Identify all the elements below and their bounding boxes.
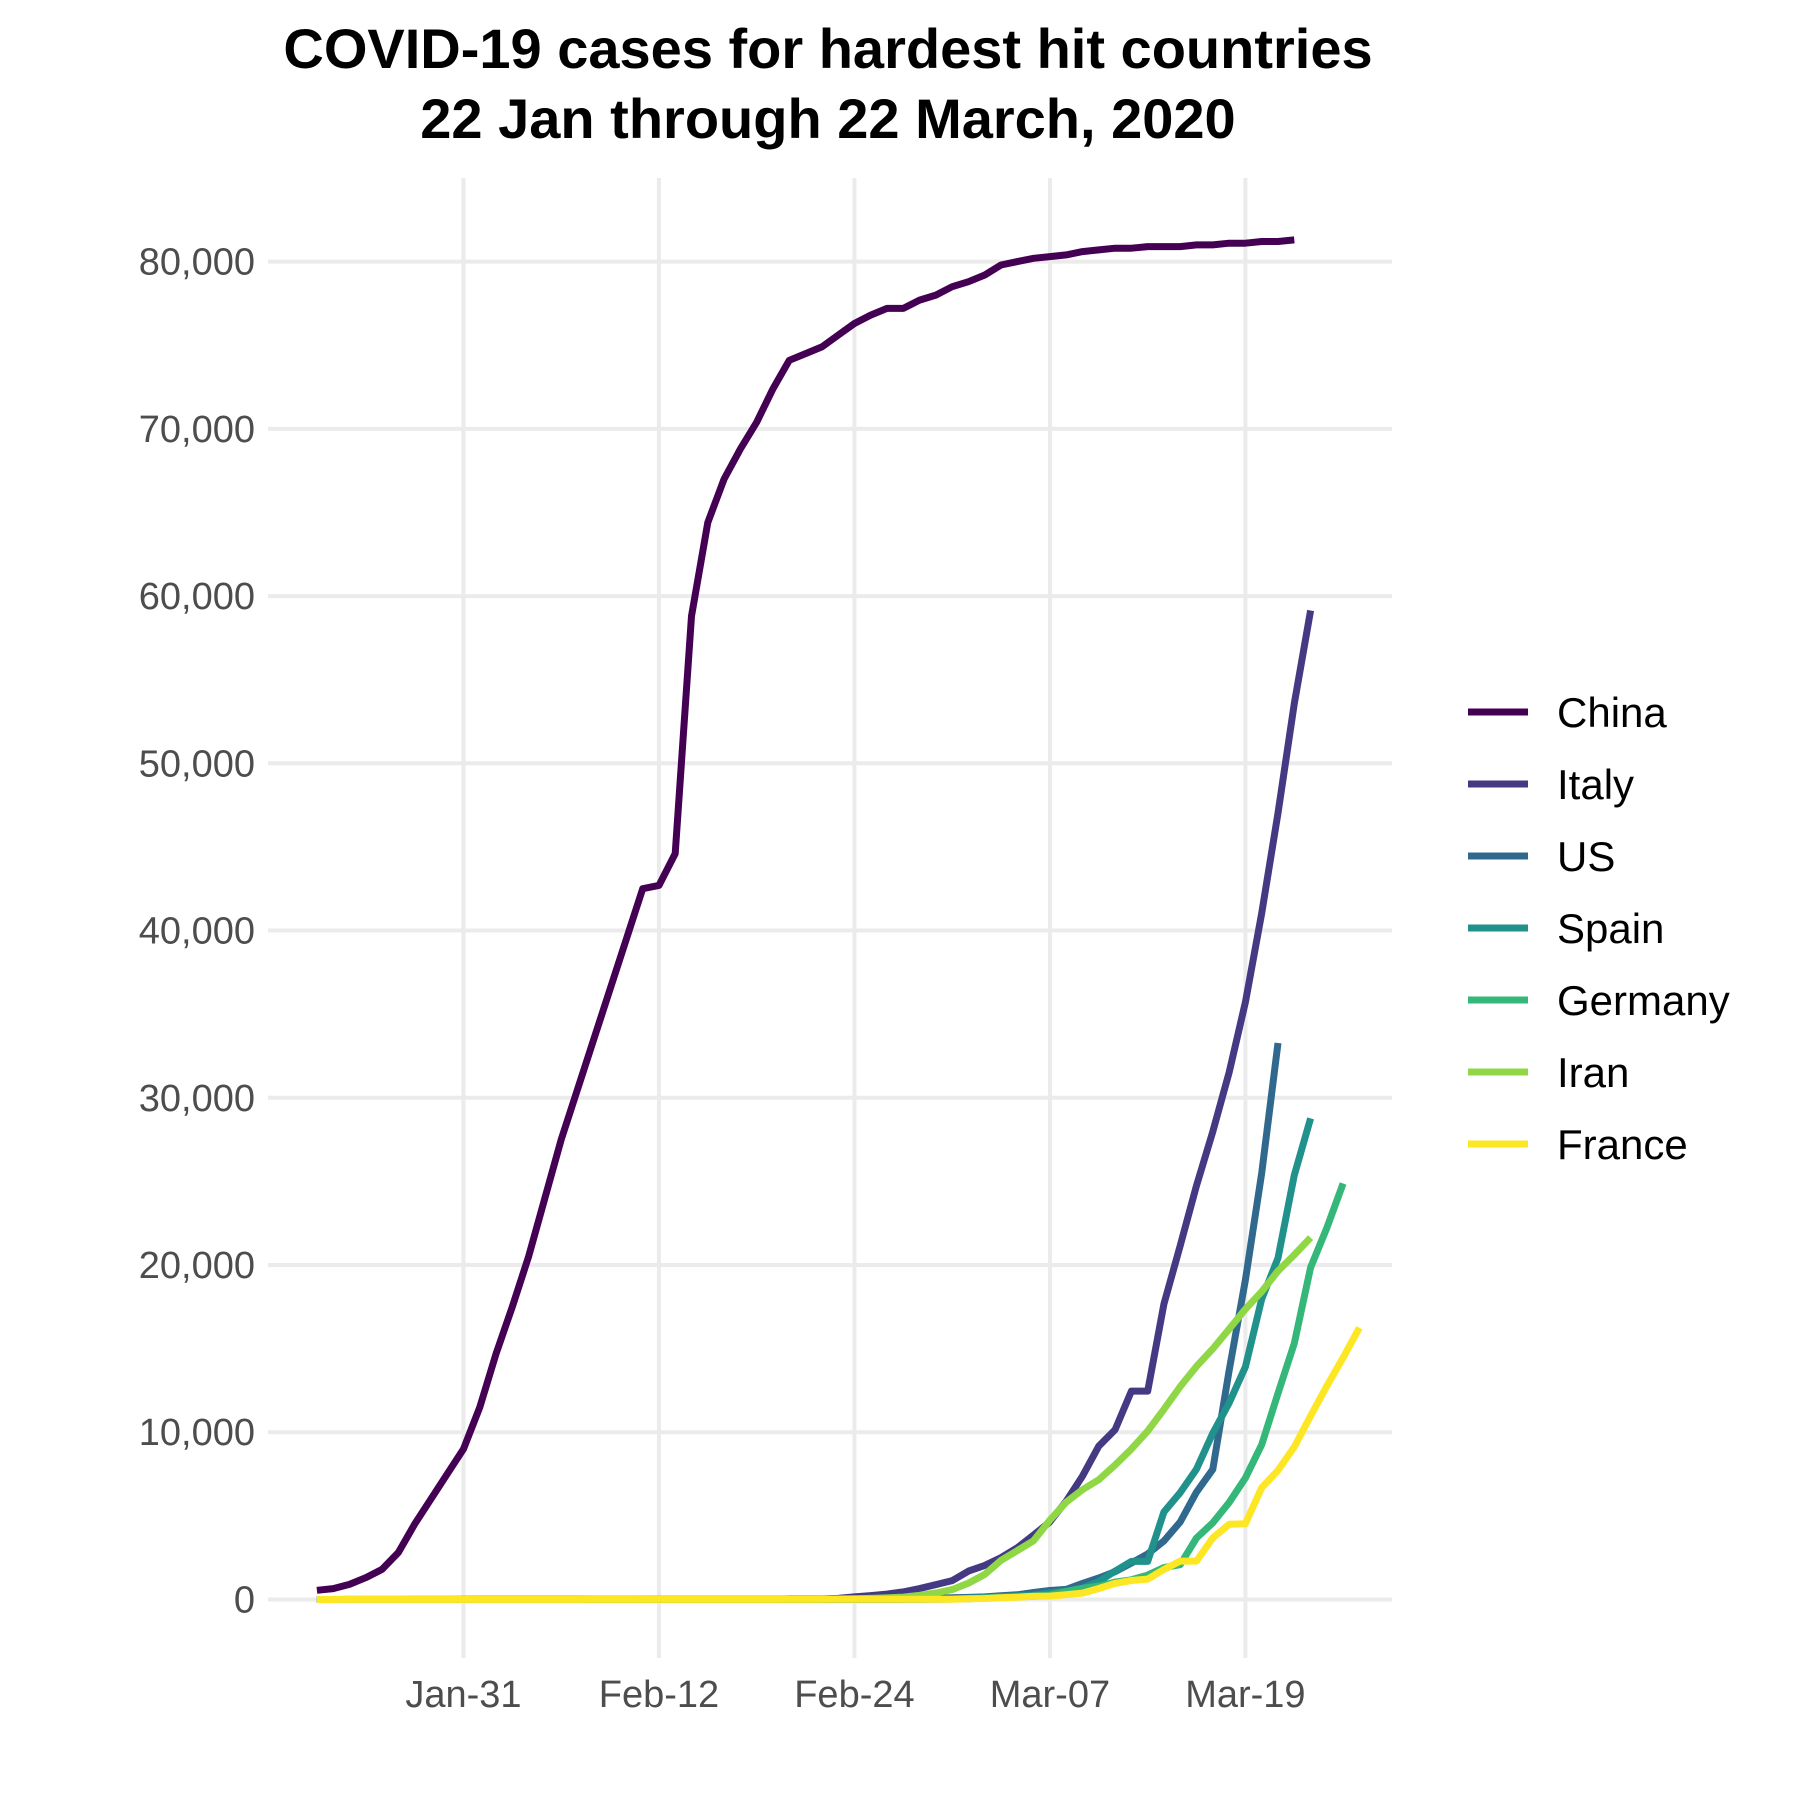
legend: China Italy US Spain Germany Iran France: [1468, 689, 1730, 1168]
legend-label: Spain: [1557, 905, 1664, 952]
y-tick-label: 50,000: [139, 743, 255, 785]
y-tick-label: 20,000: [139, 1245, 255, 1287]
series-line-spain: [316, 1117, 1314, 1603]
series-line-china: [316, 236, 1295, 1594]
chart-subtitle: 22 Jan through 22 March, 2020: [420, 87, 1235, 150]
y-tick-label: 10,000: [139, 1412, 255, 1454]
x-tick-label: Feb-24: [794, 1674, 914, 1716]
x-tick-label: Feb-12: [599, 1674, 719, 1716]
axis-layer: 0 10,000 20,000 30,000 40,000 50,000 60,000 70,…: [139, 242, 1306, 1716]
y-tick-label: 60,000: [139, 576, 255, 618]
legend-label: Italy: [1557, 761, 1634, 808]
grid-layer: [268, 178, 1392, 1658]
legend-label: US: [1557, 833, 1615, 880]
chart-title: COVID-19 cases for hardest hit countries: [283, 17, 1372, 80]
y-tick-label: 80,000: [139, 242, 255, 284]
y-tick-label: 30,000: [139, 1078, 255, 1120]
series-layer: [316, 236, 1363, 1603]
series-line-france: [316, 1326, 1363, 1603]
series-line-germany: [316, 1182, 1347, 1603]
y-tick-label: 40,000: [139, 911, 255, 953]
x-tick-label: Mar-19: [1185, 1674, 1305, 1716]
legend-label: Germany: [1557, 977, 1730, 1024]
y-tick-label: 0: [234, 1579, 255, 1621]
legend-label: China: [1557, 689, 1667, 736]
x-tick-label: Mar-07: [990, 1674, 1110, 1716]
legend-label: France: [1557, 1121, 1688, 1168]
series-line-us: [316, 1042, 1282, 1603]
y-tick-label: 70,000: [139, 409, 255, 451]
x-tick-label: Jan-31: [405, 1674, 521, 1716]
legend-label: Iran: [1557, 1049, 1629, 1096]
